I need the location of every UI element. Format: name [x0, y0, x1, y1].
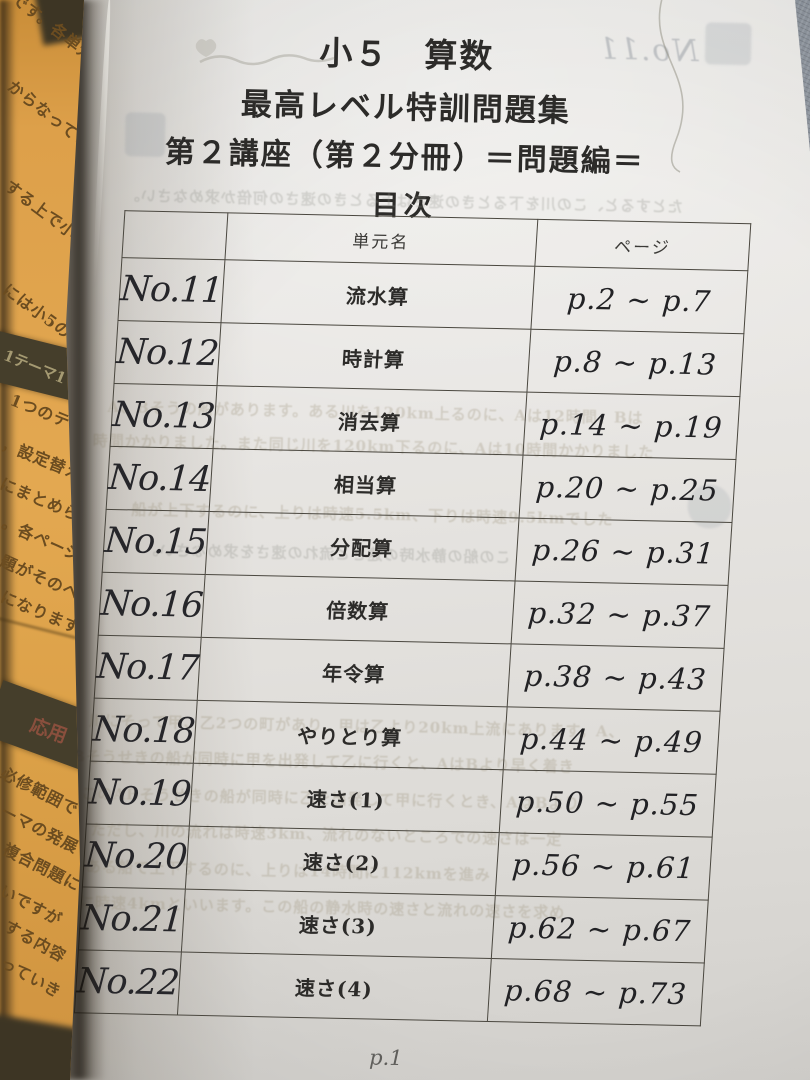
orange-book-page: です。各単元 からなってい する上で小5 には小5の 1テーマ1 1つのテーマ …: [0, 0, 88, 1080]
printed-content: No.11 たとすると、この川を下るときの速さは上るときの速さの何倍か求めなさい…: [35, 0, 757, 1080]
row-pages: p.68 ~ p.73: [486, 958, 705, 1026]
row-pages: p.50 ~ p.55: [498, 769, 717, 838]
row-pages: p.38 ~ p.43: [506, 643, 725, 712]
row-no: No.12: [114, 320, 221, 386]
header-unit-name: 単元名: [224, 212, 538, 267]
row-unit: 速さ(4): [177, 952, 491, 1022]
row-pages: p.8 ~ p.13: [526, 329, 744, 397]
header-no: [121, 210, 228, 260]
row-unit: 倍数算: [200, 574, 515, 644]
row-no: No.14: [106, 446, 213, 512]
header-pages: ページ: [534, 219, 751, 271]
row-unit: 分配算: [204, 511, 519, 581]
row-unit: 速さ(3): [181, 889, 495, 959]
page-title-series: 最高レベル特訓問題集: [240, 86, 572, 130]
row-unit: 時計算: [216, 322, 531, 393]
row-no: No.16: [98, 572, 205, 638]
page-title-grade-subject: 小５ 算数: [319, 33, 495, 76]
row-pages: p.2 ~ p.7: [530, 266, 748, 334]
row-unit: やりとり算: [193, 700, 507, 770]
row-unit: 相当算: [208, 448, 523, 519]
row-pages: p.56 ~ p.61: [494, 832, 713, 901]
row-pages: p.32 ~ p.37: [510, 580, 729, 649]
strip-text: からなってい: [3, 76, 88, 154]
row-no: No.15: [102, 509, 209, 575]
row-unit: 速さ(2): [185, 826, 499, 896]
row-unit: 流水算: [220, 259, 535, 330]
footer-page-number: p.1: [368, 1045, 403, 1071]
row-no: No.18: [90, 698, 197, 764]
row-pages: p.20 ~ p.25: [518, 455, 736, 523]
toc-table: 単元名 ページ No.11 流水算 p.2 ~ p.7 No.12 時計算 p.8 ~ …: [74, 210, 751, 1026]
row-no: No.17: [94, 635, 201, 701]
row-pages: p.26 ~ p.31: [514, 518, 732, 586]
row-unit: 年令算: [196, 637, 511, 707]
row-pages: p.14 ~ p.19: [522, 392, 740, 460]
row-no: No.11: [118, 257, 225, 323]
page-title-volume: 第２講座（第２分冊）＝問題編＝: [164, 135, 646, 181]
row-pages: p.62 ~ p.67: [490, 895, 709, 963]
row-pages: p.44 ~ p.49: [502, 706, 721, 775]
row-unit: 速さ(1): [189, 763, 503, 833]
row-unit: 消去算: [212, 385, 527, 456]
table-row: No.22 速さ(4) p.68 ~ p.73: [74, 949, 705, 1026]
row-no: No.13: [110, 383, 217, 449]
